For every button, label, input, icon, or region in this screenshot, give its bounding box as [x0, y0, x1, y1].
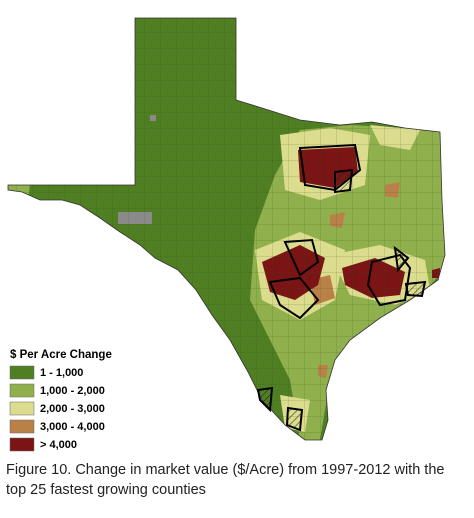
legend-label: 1,000 - 2,000: [40, 385, 105, 397]
legend-swatch: [9, 419, 35, 434]
map: $ Per Acre Change 1 - 1,000 1,000 - 2,000…: [7, 17, 446, 452]
legend-swatch: [9, 437, 35, 452]
state-outline: [7, 17, 446, 441]
legend-label: 2,000 - 3,000: [40, 403, 105, 415]
legend-swatch: [9, 383, 35, 398]
legend-title: $ Per Acre Change: [10, 349, 112, 361]
legend-label: > 4,000: [40, 439, 77, 451]
caption: Figure 10. Change in market value ($/Acr…: [6, 462, 445, 498]
region: [8, 192, 16, 200]
legend-label: 3,000 - 4,000: [40, 421, 105, 433]
legend: $ Per Acre Change 1 - 1,000 1,000 - 2,000…: [9, 349, 112, 452]
legend-swatch: [9, 365, 35, 380]
legend-swatch: [9, 401, 35, 416]
legend-label: 1 - 1,000: [40, 367, 83, 379]
top-counties: [256, 143, 427, 432]
region: [8, 190, 22, 205]
